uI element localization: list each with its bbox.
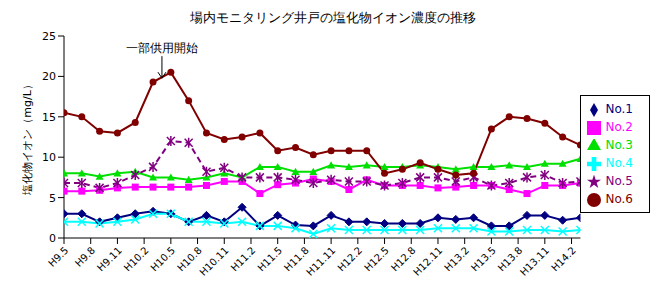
svg-text:H13.2: H13.2 — [442, 245, 471, 274]
svg-text:H9.11: H9.11 — [95, 245, 124, 274]
svg-text:H11.2: H11.2 — [229, 245, 258, 274]
html-text:No.2: No.2 — [605, 120, 633, 134]
svg-text:H12.11: H12.11 — [411, 245, 444, 278]
html-text:No.3: No.3 — [605, 138, 633, 152]
svg-text:H10.2: H10.2 — [122, 245, 151, 274]
svg-text:H9.5: H9.5 — [46, 245, 70, 269]
svg-text:H13.11: H13.11 — [518, 245, 551, 278]
svg-text:H14.2: H14.2 — [549, 245, 578, 274]
svg-text:H11.5: H11.5 — [255, 245, 284, 274]
svg-text:H13.8: H13.8 — [495, 244, 525, 274]
svg-text:H12.5: H12.5 — [362, 245, 391, 274]
svg-text:塩化物イオン（mg/L）: 塩化物イオン（mg/L） — [21, 79, 34, 196]
svg-text:H9.8: H9.8 — [73, 245, 97, 269]
svg-text:5: 5 — [49, 192, 56, 205]
svg-text:H10.8: H10.8 — [175, 244, 204, 274]
html-text:No.5: No.5 — [605, 174, 633, 188]
svg-text:15: 15 — [42, 111, 56, 124]
svg-text:10: 10 — [42, 151, 56, 164]
svg-text:H13.5: H13.5 — [469, 245, 498, 274]
html-text:No.4: No.4 — [605, 156, 633, 170]
html-text:場内モニタリング井戸の塩化物イオン濃度の推移: 場内モニタリング井戸の塩化物イオン濃度の推移 — [190, 10, 476, 25]
svg-text:H11.8: H11.8 — [282, 244, 311, 274]
svg-text:25: 25 — [42, 30, 56, 43]
svg-text:H12.2: H12.2 — [335, 245, 364, 274]
html-text:No.6: No.6 — [605, 192, 633, 206]
svg-text:H10.5: H10.5 — [148, 245, 177, 274]
svg-text:H10.11: H10.11 — [197, 245, 230, 278]
svg-text:20: 20 — [42, 70, 56, 83]
svg-text:0: 0 — [49, 232, 56, 245]
svg-text:H11.11: H11.11 — [304, 245, 337, 278]
svg-text:一部供用開始: 一部供用開始 — [126, 41, 198, 55]
html-text:No.1: No.1 — [605, 102, 633, 116]
svg-text:H12.8: H12.8 — [388, 244, 418, 274]
